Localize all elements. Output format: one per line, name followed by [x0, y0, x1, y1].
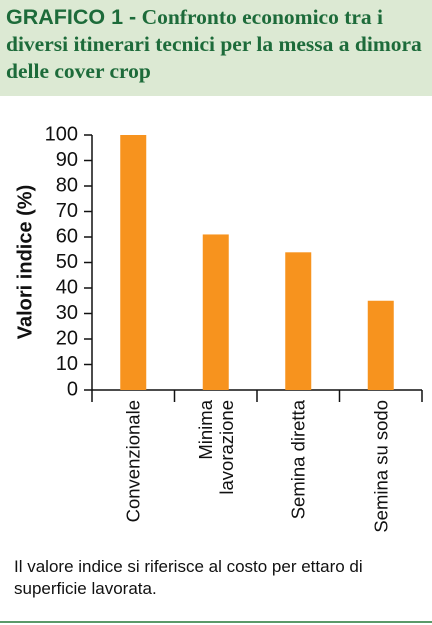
- footnote: Il valore indice si riferisce al costo p…: [14, 557, 363, 598]
- y-tick-label: 30: [56, 302, 78, 324]
- bar: [202, 234, 229, 390]
- header: GRAFICO 1 - Confronto economico tra i di…: [0, 0, 432, 96]
- y-tick-label: 60: [56, 225, 78, 247]
- y-axis-label: Valori indice (%): [14, 185, 36, 339]
- bar: [285, 252, 312, 390]
- bottom-rule: [0, 621, 432, 623]
- y-tick-label: 70: [56, 200, 78, 222]
- y-tick-label: 20: [56, 327, 78, 349]
- y-tick-label: 80: [56, 174, 78, 196]
- x-tick-label: Semina su sodo: [370, 400, 392, 533]
- y-tick-label: 90: [56, 149, 78, 171]
- y-tick-label: 0: [67, 378, 78, 400]
- bar: [120, 135, 147, 390]
- chart-title: Confronto economico tra i diversi itiner…: [6, 5, 422, 83]
- y-tick-label: 50: [56, 251, 78, 273]
- y-tick-label: 100: [45, 123, 78, 145]
- x-tick-label: Minima lavorazione: [194, 400, 237, 495]
- x-tick-label: Convenzionale: [122, 400, 144, 523]
- y-tick-label: 10: [56, 353, 78, 375]
- bar: [367, 300, 394, 390]
- figure-label: GRAFICO 1 -: [6, 5, 137, 29]
- y-tick-label: 40: [56, 276, 78, 298]
- x-tick-label: Semina diretta: [287, 400, 309, 520]
